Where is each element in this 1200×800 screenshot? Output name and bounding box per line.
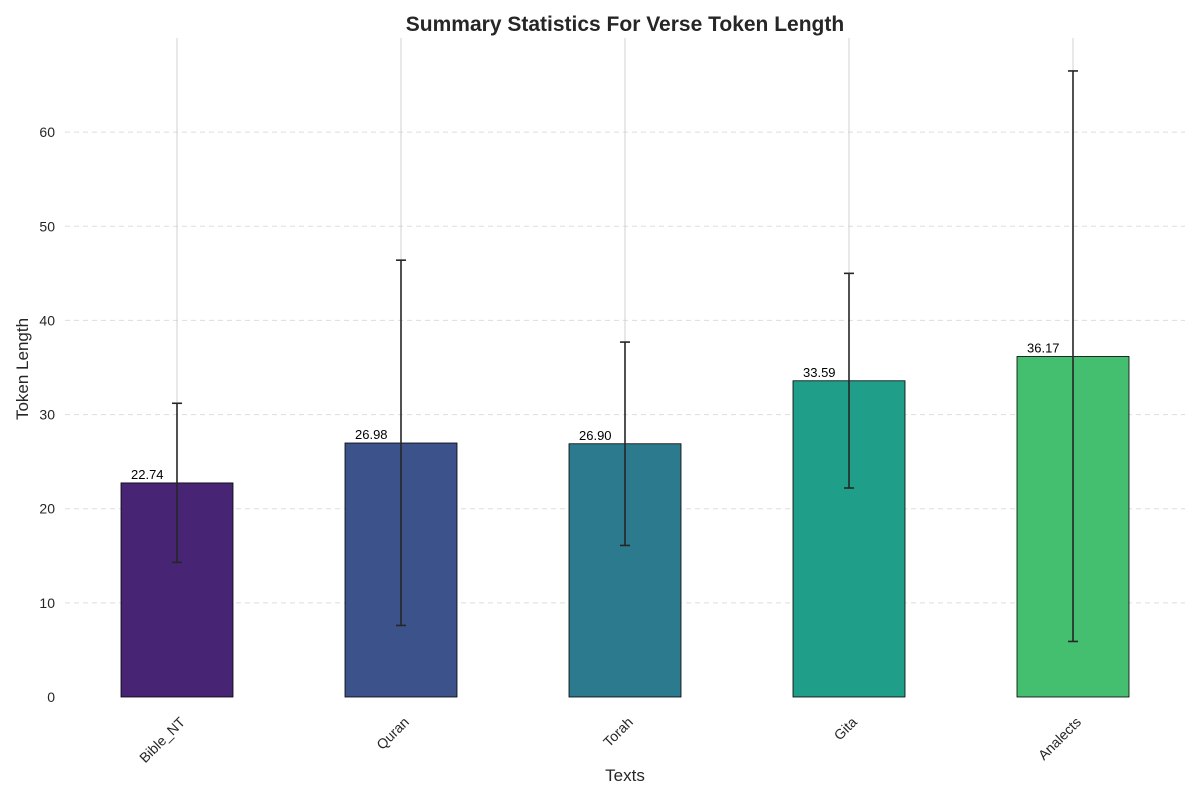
value-label: 26.98 <box>355 427 388 442</box>
y-tick-label: 60 <box>39 124 55 140</box>
error-bars-layer <box>172 70 1078 643</box>
value-label: 33.59 <box>803 365 836 380</box>
x-axis-label: Texts <box>605 766 645 785</box>
value-label: 36.17 <box>1027 340 1060 355</box>
x-tick-label: Bible_NT <box>136 713 188 765</box>
x-tick-label: Gita <box>831 714 861 744</box>
y-tick-label: 50 <box>39 218 55 234</box>
x-tick-label: Torah <box>600 714 636 750</box>
value-label: 26.90 <box>579 428 612 443</box>
x-tick-label: Analects <box>1035 714 1084 763</box>
y-tick-label: 0 <box>47 689 55 705</box>
y-tick-label: 40 <box>39 312 55 328</box>
y-tick-label: 20 <box>39 501 55 517</box>
chart-title: Summary Statistics For Verse Token Lengt… <box>406 13 844 36</box>
x-tick-label: Quran <box>373 714 412 753</box>
y-tick-label: 30 <box>39 407 55 423</box>
y-tick-label: 10 <box>39 595 55 611</box>
y-axis-label: Token Length <box>13 318 32 420</box>
value-label: 22.74 <box>131 467 164 482</box>
